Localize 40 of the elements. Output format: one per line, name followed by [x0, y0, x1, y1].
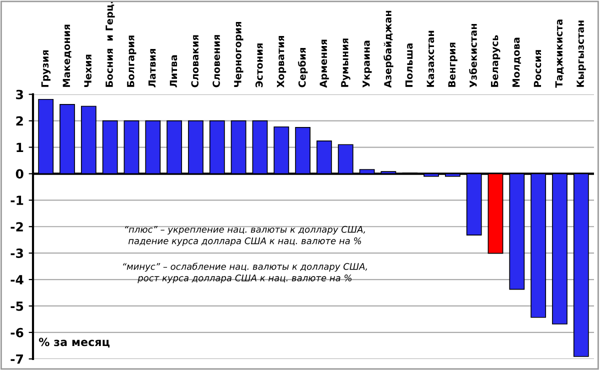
y-tick-label: 0	[16, 169, 24, 179]
x-tick-label: Узбекистан	[469, 24, 477, 88]
x-tick-label: Литва	[170, 55, 178, 88]
y-axis-title: % за месяц	[38, 338, 110, 348]
y-tick-label: 1	[16, 142, 24, 152]
x-tick-label: Азербайджан	[384, 10, 394, 88]
x-tick-label: Венгрия	[448, 42, 458, 87]
y-tick-label: -4	[10, 275, 24, 284]
y-tick-label: 2	[16, 116, 23, 126]
y-tick-label: -1	[10, 196, 24, 205]
x-tick-label: Словения	[212, 35, 220, 88]
x-tick-label: Румыния	[341, 38, 350, 87]
x-tick-label: Сербия	[298, 48, 308, 88]
x-tick-label: Польша	[405, 44, 413, 87]
y-tick-label: -2	[10, 222, 23, 232]
x-tick-label: Черногория	[234, 22, 244, 87]
x-tick-label: Армения	[320, 40, 329, 88]
x-tick-label: Хорватия	[276, 36, 286, 88]
x-tick-label: Украина	[362, 40, 372, 88]
annotation: “минус” – ослабление нац. валюты к доллару США, рост курса доллара США к нац. валюте на %	[123, 262, 367, 284]
x-tick-label: Россия	[534, 50, 542, 87]
x-tick-label: Казахстан	[426, 30, 434, 87]
x-tick-label: Босния и Герц.	[106, 1, 115, 87]
annotation: “плюс” – укрепление нац. валюты к доллару США, падение курса доллара США к нац. валюте на %	[125, 226, 365, 246]
x-tick-label: Македония	[62, 24, 72, 87]
y-tick-label: -5	[10, 302, 24, 311]
x-tick-label: Латвия	[148, 49, 156, 88]
x-tick-label: Словакия	[191, 35, 199, 88]
x-tick-label: Эстония	[255, 44, 263, 88]
x-tick-label: Таджикиста	[555, 20, 564, 88]
x-tick-label: Грузия	[41, 50, 51, 87]
y-tick-label: -3	[10, 248, 23, 258]
x-tick-label: Болгария	[127, 36, 136, 87]
y-tick-label: -6	[10, 328, 24, 338]
y-tick-label: 3	[16, 90, 23, 100]
x-tick-label: Кыргызстан	[576, 20, 586, 87]
y-tick-label: -7	[10, 354, 23, 364]
x-tick-label: Чехия	[84, 54, 92, 87]
x-tick-label: Молдова	[512, 38, 521, 87]
x-tick-label: Беларусь	[491, 35, 500, 87]
